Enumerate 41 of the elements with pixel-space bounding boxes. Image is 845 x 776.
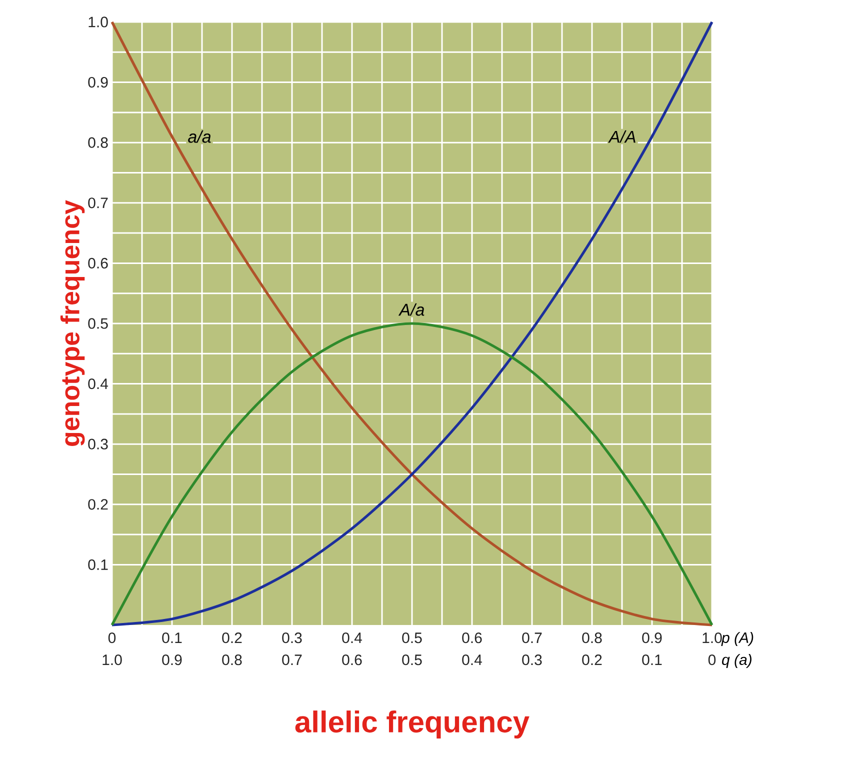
x-tick-label: 0.6	[462, 632, 482, 644]
series-label: A/A	[608, 130, 636, 143]
x2-axis-title: q (a)	[722, 654, 752, 668]
line-series	[110, 322, 714, 626]
x2-tick-label: 0.7	[282, 654, 302, 666]
x2-tick-label: 0.6	[342, 654, 362, 666]
y-tick-label: 0.1	[88, 559, 108, 570]
x2-tick-label: 1.0	[102, 654, 122, 666]
text: allelic frequency	[295, 710, 530, 738]
y-tick-label: 1.0	[88, 16, 108, 28]
x2-tick-label: 0.5	[402, 654, 422, 666]
line-series	[110, 20, 714, 626]
x2-tick-label: 0.3	[522, 654, 542, 666]
y-tick-label: 0.6	[88, 258, 108, 268]
x2-tick-label: 0.9	[162, 654, 182, 666]
x-tick-label: 0.1	[162, 632, 182, 644]
y-tick-label: 0.9	[88, 76, 108, 88]
x-tick-label: 0.9	[642, 632, 662, 644]
x-axis-title: p (A)	[721, 632, 754, 646]
series-label: a/a	[188, 130, 211, 143]
y-tick-label: 0.2	[88, 499, 108, 510]
y-tick-label: 0.4	[88, 378, 108, 390]
x-tick-label: 0.7	[522, 632, 542, 644]
x2-tick-label: 0.8	[222, 654, 242, 666]
x-tick-label: 1.0	[702, 632, 722, 644]
x-tick-label: 0.4	[342, 632, 362, 644]
x-tick-label: 0.8	[582, 632, 602, 644]
x2-tick-label: 0.2	[582, 654, 602, 666]
y-tick-label: 0.8	[88, 137, 108, 148]
x-tick-label: 0	[108, 632, 116, 644]
x2-tick-label: 0.1	[642, 654, 662, 666]
x-tick-label: 0.2	[222, 632, 242, 644]
x-tick-label: 0.3	[282, 632, 302, 644]
x-tick-label: 0.5	[402, 632, 422, 644]
y-tick-label: 0.7	[88, 198, 108, 208]
y-tick-label: 0.5	[88, 318, 108, 329]
y-tick-label: 0.3	[88, 438, 108, 450]
x2-tick-label: 0.4	[462, 654, 482, 666]
series-label: A/a	[398, 303, 424, 316]
x2-tick-label: 0	[708, 654, 716, 666]
y-axis-title: genotype frequency	[60, 200, 85, 446]
